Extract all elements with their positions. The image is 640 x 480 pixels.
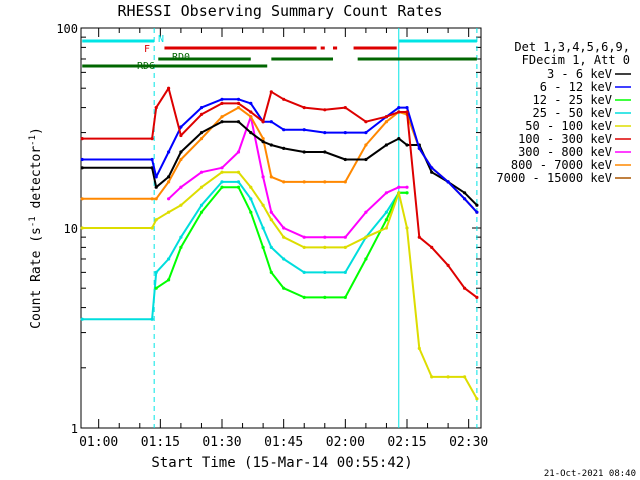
series-line-2: [155, 186, 407, 299]
chart-title: RHESSI Observing Summary Count Rates: [117, 2, 442, 20]
x-tick-label: 02:30: [449, 435, 488, 450]
flag-label-rd0: RD0: [172, 52, 190, 63]
series-line-6: [167, 115, 407, 239]
x-tick-label: 02:00: [326, 435, 365, 450]
flag-label-f: F: [144, 44, 150, 55]
legend-label: 6 - 12 keV: [540, 80, 612, 94]
legend-label: 7000 - 15000 keV: [496, 171, 612, 185]
series-line-4: [82, 171, 478, 400]
x-axis-label: Start Time (15-Mar-14 00:55:42): [151, 455, 412, 471]
legend-label: 100 - 300 keV: [518, 132, 612, 146]
legend-label: 300 - 800 keV: [518, 145, 612, 159]
flag-label-rd6: RD6: [137, 61, 155, 72]
flag-label-n: N: [158, 34, 164, 45]
y-tick-label: 10: [64, 222, 78, 236]
y-axis-label-text: Count Rate (s-1 detector-1): [28, 127, 44, 329]
render-timestamp: 21-Oct-2021 08:40: [544, 469, 636, 479]
x-tick-label: 02:15: [387, 435, 426, 450]
legend-header-line-1: Det 1,3,4,5,6,9,: [514, 40, 630, 54]
legend-label: 25 - 50 keV: [533, 106, 612, 120]
x-tick-label: 01:00: [79, 435, 118, 450]
y-tick-label: 1: [71, 422, 78, 436]
legend-label: 800 - 7000 keV: [511, 158, 612, 172]
series-line-0: [82, 120, 478, 206]
x-tick-label: 01:45: [264, 435, 303, 450]
y-axis-label: Count Rate (s-1 detector-1): [28, 127, 44, 329]
y-tick-label: 100: [56, 22, 78, 36]
x-tick-label: 01:15: [141, 435, 180, 450]
legend-label: 12 - 25 keV: [533, 93, 612, 107]
legend-label: 3 - 6 keV: [547, 67, 612, 81]
legend-header-line-2: FDecim 1, Att 0: [522, 53, 630, 67]
series-line-5: [82, 87, 478, 299]
chart-layer: 1 10 100 01:00 01:15 01:30 01:45 02:00 02:15 02:3…: [56, 22, 631, 450]
legend-label: 50 - 100 keV: [525, 119, 612, 133]
x-tick-label: 01:30: [202, 435, 241, 450]
